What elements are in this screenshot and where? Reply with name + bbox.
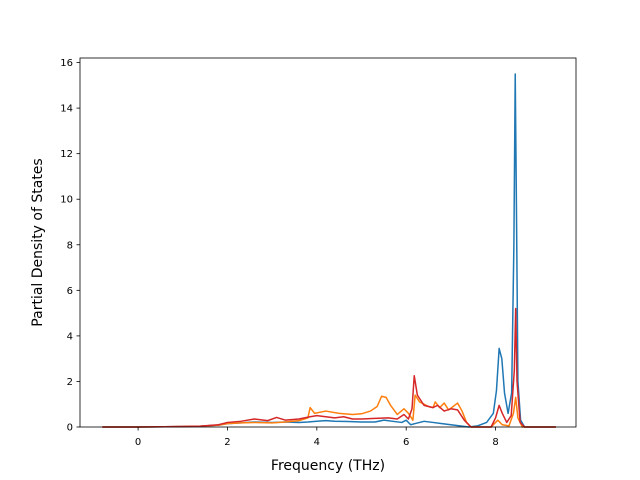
y-tick-label: 8 bbox=[67, 240, 73, 251]
plot-frame bbox=[79, 57, 577, 428]
x-axis-label: Frequency (THz) bbox=[271, 458, 385, 474]
y-tick-label: 10 bbox=[60, 195, 73, 206]
x-tick-label: 4 bbox=[314, 437, 320, 448]
y-tick-label: 6 bbox=[67, 286, 73, 297]
y-tick-label: 12 bbox=[60, 149, 73, 160]
y-tick-label: 2 bbox=[67, 377, 73, 388]
x-axis-ticks: 0 2 4 6 8 bbox=[135, 427, 499, 448]
y-tick-label: 14 bbox=[60, 104, 73, 115]
x-tick-label: 2 bbox=[224, 437, 230, 448]
x-tick-label: 8 bbox=[492, 437, 498, 448]
y-tick-label: 4 bbox=[67, 331, 73, 342]
y-tick-label: 16 bbox=[60, 58, 73, 69]
y-tick-label: 0 bbox=[67, 423, 73, 434]
y-axis-label: Partial Density of States bbox=[30, 158, 46, 326]
x-tick-label: 6 bbox=[403, 437, 409, 448]
x-tick-label: 0 bbox=[135, 437, 141, 448]
series-line-3 bbox=[102, 307, 556, 428]
y-axis-ticks: 0 2 4 6 8 10 12 14 16 bbox=[60, 58, 80, 434]
